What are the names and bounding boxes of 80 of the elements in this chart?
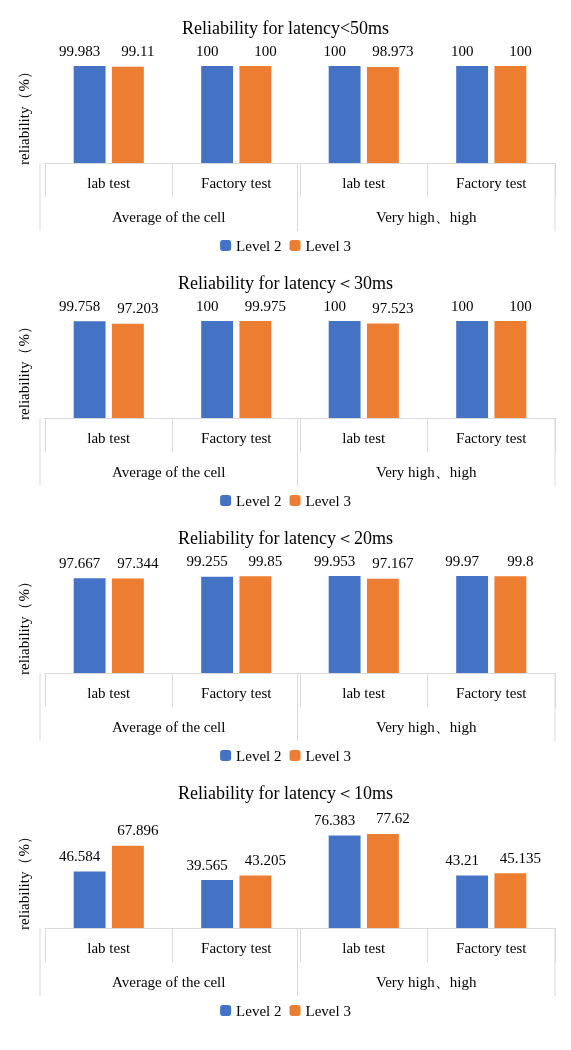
data-label: 100 [254, 42, 277, 59]
bar [73, 871, 106, 928]
x-tick-label: lab test [87, 939, 132, 956]
x-tick-label: Factory test [456, 939, 528, 956]
x-tick-label: lab test [87, 429, 132, 446]
data-label: 97.667 [59, 554, 101, 571]
y-axis-title: reliability（%） [15, 829, 32, 930]
x-tick-label: Factory test [201, 939, 273, 956]
data-label: 76.383 [314, 811, 356, 828]
bar [494, 873, 527, 928]
x-tick-label: lab test [342, 174, 387, 191]
chart-title: Reliability for latency＜10ms [178, 783, 393, 803]
data-label: 100 [450, 297, 474, 314]
legend-label: Level 2 [236, 1002, 282, 1019]
data-label: 77.62 [376, 810, 410, 827]
data-label: 99.983 [59, 42, 101, 59]
x-tick-label: lab test [342, 429, 387, 446]
x-tick-label: lab test [87, 174, 132, 191]
text: Very high、high [376, 973, 477, 990]
bar [366, 833, 399, 928]
data-label: 99.97 [445, 552, 480, 569]
bar [111, 845, 144, 928]
chart-title: Reliability for latency＜20ms [178, 528, 393, 548]
data-label: 100 [195, 297, 219, 314]
bar [239, 875, 272, 928]
legend-label: Level 3 [305, 492, 351, 509]
x-tick-label: Factory test [201, 684, 273, 701]
data-label: 97.523 [372, 299, 414, 316]
data-label: 98.973 [372, 43, 414, 60]
text: Very high、high [376, 208, 477, 225]
data-label: 100 [509, 42, 532, 59]
y-axis-title: reliability（%） [15, 64, 32, 165]
text: Average of the cell [112, 463, 226, 480]
x-tick-label: Factory test [456, 684, 528, 701]
data-label: 97.203 [117, 300, 159, 317]
x-tick-label: Factory test [201, 429, 273, 446]
data-label: 99.953 [314, 552, 356, 569]
y-axis-title: reliability（%） [15, 574, 32, 675]
legend-label: Level 3 [305, 237, 351, 254]
bar [328, 835, 361, 928]
data-label: 100 [323, 297, 346, 314]
legend-label: Level 3 [305, 1002, 351, 1019]
text: Average of the cell [112, 718, 226, 735]
bar [456, 875, 489, 928]
text: Very high、high [376, 463, 477, 480]
data-label: 99.11 [121, 43, 155, 60]
data-label: 39.565 [186, 856, 228, 873]
text: Average of the cell [112, 973, 226, 990]
legend-label: Level 3 [305, 747, 351, 764]
legend-label: Level 2 [236, 237, 282, 254]
data-label: 100 [323, 42, 346, 59]
text: Very high、high [376, 718, 477, 735]
data-label: 43.21 [445, 852, 479, 869]
x-tick-label: lab test [342, 939, 387, 956]
text: Average of the cell [112, 208, 226, 225]
chart-title: Reliability for latency＜30ms [178, 273, 393, 293]
data-label: 97.344 [117, 555, 159, 572]
data-label: 97.167 [372, 555, 414, 572]
x-tick-label: Factory test [456, 429, 528, 446]
data-label: 99.758 [59, 297, 101, 314]
data-label: 99.8 [507, 552, 534, 569]
data-label: 100 [509, 297, 532, 314]
x-tick-label: lab test [342, 684, 387, 701]
data-label: 99.975 [244, 297, 286, 314]
data-label: 99.85 [248, 552, 283, 569]
chart-title: Reliability for latency<50ms [181, 18, 390, 38]
x-tick-label: Factory test [201, 174, 273, 191]
legend-label: Level 2 [236, 492, 282, 509]
data-label: 46.584 [59, 848, 101, 865]
data-label: 100 [195, 42, 219, 59]
bar [201, 880, 234, 928]
data-label: 99.255 [186, 553, 228, 570]
x-tick-label: Factory test [456, 174, 528, 191]
data-label: 43.205 [244, 852, 286, 869]
data-label: 100 [450, 42, 474, 59]
legend-label: Level 2 [236, 747, 282, 764]
data-label: 45.135 [499, 849, 541, 866]
data-label: 67.896 [117, 822, 159, 839]
x-tick-label: lab test [87, 684, 132, 701]
y-axis-title: reliability（%） [15, 319, 32, 420]
